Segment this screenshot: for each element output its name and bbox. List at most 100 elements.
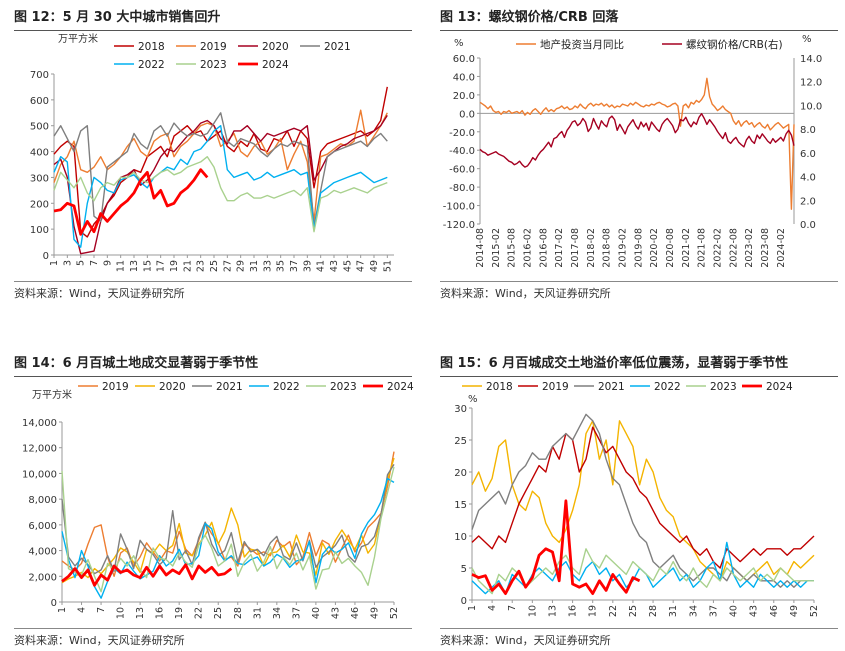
chart-title-13: 图 13：螺纹钢价格/CRB 回落 bbox=[440, 10, 619, 25]
y-tick-label: 700 bbox=[30, 70, 49, 81]
legend-label: 2018 bbox=[138, 41, 165, 53]
x-tick-label: 17 bbox=[156, 260, 167, 272]
x-tick-label: 49 bbox=[369, 260, 380, 272]
x-tick-label: 40 bbox=[729, 605, 740, 617]
x-tick-label: 15 bbox=[142, 260, 153, 272]
y2-tick-label: 0.0 bbox=[800, 220, 816, 231]
x-tick-label: 2017-08 bbox=[570, 228, 581, 268]
x-tick-label: 7 bbox=[507, 605, 518, 611]
y2-tick-label: 2.0 bbox=[800, 196, 816, 207]
x-tick-label: 2018-02 bbox=[586, 228, 597, 268]
chart-panel-12: 图 12：5 月 30 大中城市销售回升 0 100 200 300 400 500 600… bbox=[14, 4, 414, 304]
series-line-2023 bbox=[471, 548, 814, 595]
x-tick-label: 19 bbox=[174, 607, 185, 619]
series-line-2022 bbox=[53, 124, 388, 248]
x-tick-label: 2022-02 bbox=[712, 228, 723, 268]
x-tick-label: 2024-02 bbox=[776, 228, 787, 268]
x-tick-label: 52 bbox=[389, 607, 400, 619]
x-tick-label: 47 bbox=[356, 260, 367, 272]
y-unit-label: % bbox=[454, 38, 464, 49]
x-tick-label: 7 bbox=[96, 607, 107, 613]
legend-label: 2024 bbox=[387, 381, 414, 393]
y-tick-label: 200 bbox=[30, 199, 49, 210]
x-tick-label: 25 bbox=[213, 607, 224, 619]
x-tick-label: 7 bbox=[89, 260, 100, 266]
x-tick-label: 39 bbox=[302, 260, 313, 272]
chart-15: 0 5 10 15 20 25 30 1 4 7 10 13 16 19 22 25 28 31 34 37 40 43 4… bbox=[454, 381, 820, 617]
chart-panel-15: 图 15：6 月百城成交土地溢价率低位震荡，显著弱于季节性 0 5 10 15 20 25… bbox=[440, 350, 840, 650]
x-tick-label: 21 bbox=[182, 260, 193, 272]
chart-13: -120.0 -100.0 -80.0 -60.0 -40.0 -20.0 0.0 20.0 4… bbox=[443, 34, 823, 268]
legend-label: 螺纹钢价格/CRB(右) bbox=[686, 38, 783, 51]
y-tick-label: 15 bbox=[454, 500, 467, 511]
legend-label: 2023 bbox=[710, 381, 737, 393]
x-tick-label: 13 bbox=[547, 605, 558, 617]
x-tick-label: 28 bbox=[233, 607, 244, 619]
x-tick-label: 46 bbox=[769, 605, 780, 617]
source-rule-15 bbox=[440, 628, 838, 629]
y-tick-label: 0 bbox=[51, 598, 57, 609]
chart-title-14: 图 14：6 月百城土地成交显著弱于季节性 bbox=[14, 356, 259, 371]
x-tick-label: 23 bbox=[196, 260, 207, 272]
y-tick-label: 300 bbox=[30, 173, 49, 184]
x-tick-label: 2022-08 bbox=[728, 228, 739, 268]
legend-label: 2021 bbox=[598, 381, 625, 393]
y2-tick-label: 14.0 bbox=[800, 54, 822, 65]
x-tick-label: 2019-08 bbox=[633, 228, 644, 268]
x-tick-label: 2014-08 bbox=[475, 228, 486, 268]
legend-label: 地产投资当月同比 bbox=[540, 38, 624, 51]
y-tick-label: -40.0 bbox=[449, 146, 475, 157]
legend-label: 2019 bbox=[102, 381, 129, 393]
source-rule-12 bbox=[14, 281, 412, 282]
legend-label: 2018 bbox=[486, 381, 513, 393]
series-line-2022 bbox=[471, 541, 814, 595]
y-tick-label: 30 bbox=[454, 404, 467, 415]
y2-tick-label: 10.0 bbox=[800, 101, 822, 112]
legend-label: 2023 bbox=[330, 381, 357, 393]
x-tick-label: 25 bbox=[209, 260, 220, 272]
x-tick-label: 34 bbox=[688, 605, 699, 617]
y-tick-label: 4,000 bbox=[28, 547, 57, 558]
title-rule-14 bbox=[14, 376, 412, 377]
y-tick-label: 10,000 bbox=[22, 469, 57, 480]
y-tick-label: 60.0 bbox=[453, 54, 475, 65]
x-tick-label: 2018-08 bbox=[602, 228, 613, 268]
x-tick-label: 5 bbox=[76, 260, 87, 266]
x-tick-label: 2021-08 bbox=[697, 228, 708, 268]
legend-label: 2024 bbox=[766, 381, 793, 393]
y-tick-label: 6,000 bbox=[28, 521, 57, 532]
series-line-2023 bbox=[61, 466, 395, 593]
x-tick-label: 2020-02 bbox=[649, 228, 660, 268]
x-tick-label: 2016-08 bbox=[538, 228, 549, 268]
y-tick-label: 0 bbox=[43, 251, 49, 262]
title-rule-12 bbox=[14, 30, 412, 31]
x-tick-label: 41 bbox=[316, 260, 327, 272]
x-tick-label: 2023-02 bbox=[744, 228, 755, 268]
y-tick-label: 0 bbox=[461, 596, 467, 607]
series-line-2018 bbox=[471, 420, 815, 582]
x-tick-label: 2017-02 bbox=[554, 228, 565, 268]
y-unit-label: % bbox=[468, 394, 478, 405]
x-tick-label: 43 bbox=[330, 607, 341, 619]
series-line-2022 bbox=[61, 477, 395, 599]
x-tick-label: 22 bbox=[194, 607, 205, 619]
x-tick-label: 11 bbox=[116, 260, 127, 272]
x-tick-label: 2020-08 bbox=[665, 228, 676, 268]
chart-title-15: 图 15：6 月百城成交土地溢价率低位震荡，显著弱于季节性 bbox=[440, 356, 789, 371]
series-line-2024 bbox=[53, 168, 209, 236]
y2-unit-label: % bbox=[802, 34, 812, 45]
legend-label: 2021 bbox=[324, 41, 351, 53]
y-tick-label: 0.0 bbox=[459, 109, 475, 120]
x-tick-label: 2016-02 bbox=[522, 228, 533, 268]
x-tick-label: 52 bbox=[809, 605, 820, 617]
chart-source-15: 资料来源：Wind，天风证券研究所 bbox=[440, 634, 611, 647]
y-tick-label: 600 bbox=[30, 96, 49, 107]
chart-source-13: 资料来源：Wind，天风证券研究所 bbox=[440, 287, 611, 300]
x-tick-label: 31 bbox=[252, 607, 263, 619]
title-rule-15 bbox=[440, 376, 838, 377]
x-tick-label: 13 bbox=[129, 260, 140, 272]
x-tick-label: 2021-02 bbox=[681, 228, 692, 268]
y2-tick-label: 4.0 bbox=[800, 173, 816, 184]
x-tick-label: 49 bbox=[369, 607, 380, 619]
